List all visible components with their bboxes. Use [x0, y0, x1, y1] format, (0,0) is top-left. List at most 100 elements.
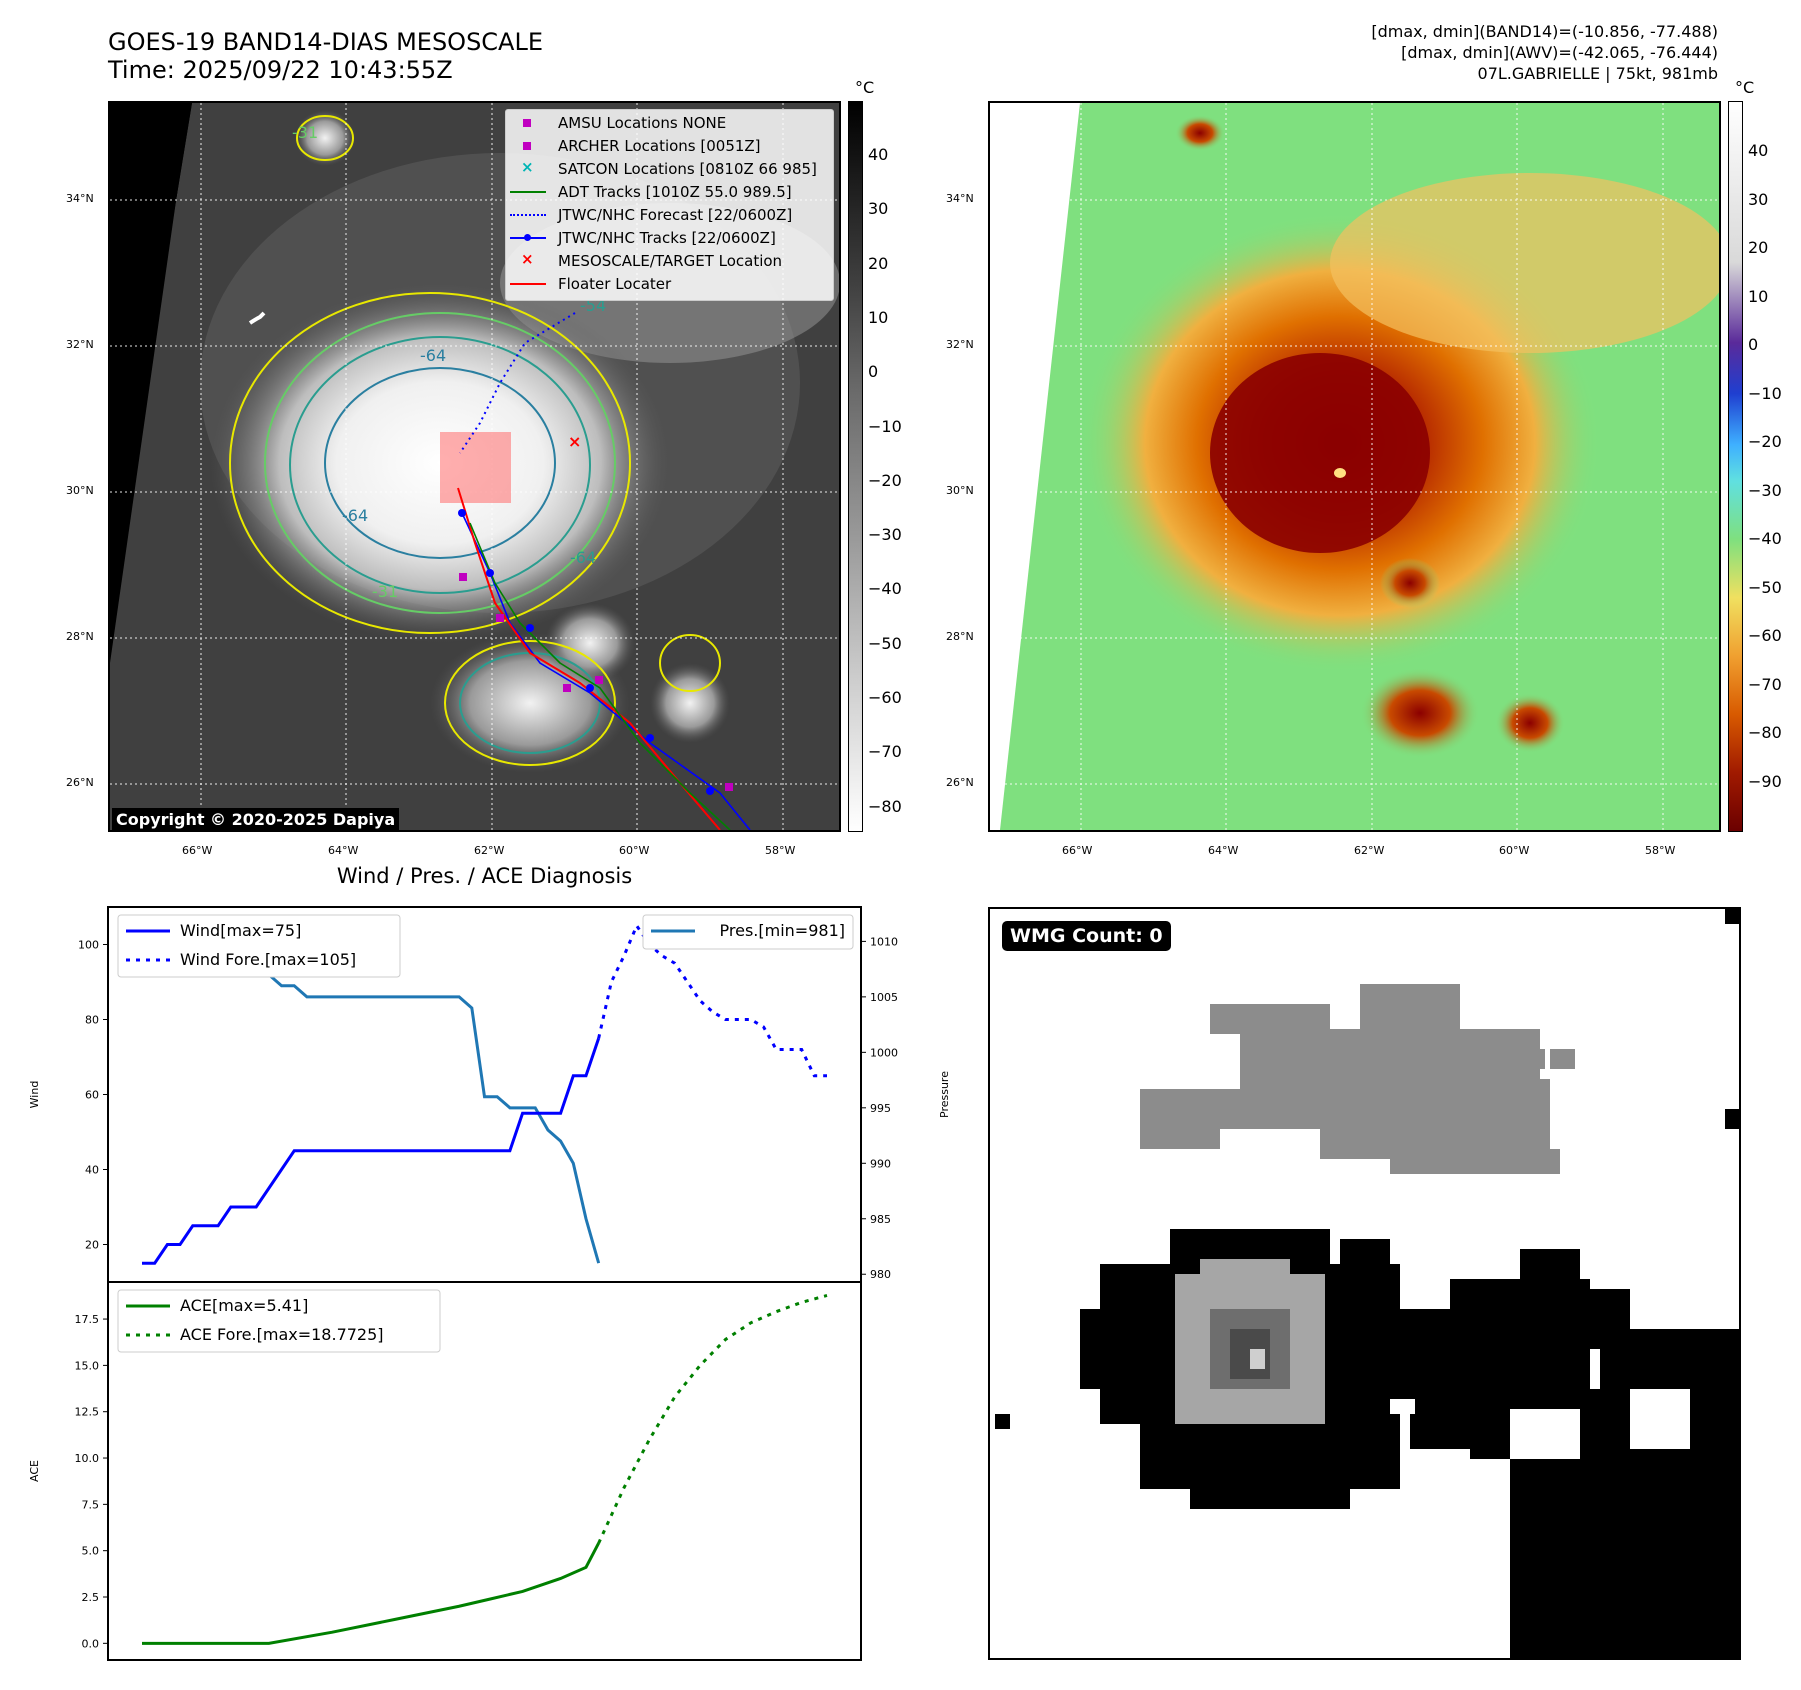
contour-label: -31	[372, 582, 398, 601]
wv-colorbar-tick: 30	[1748, 189, 1769, 209]
best-track	[461, 512, 751, 830]
ace-line	[142, 1542, 600, 1645]
lon-label: 66°W	[1062, 844, 1093, 857]
ace-frame	[107, 1281, 862, 1661]
wv-colorbar-tick: −10	[1748, 383, 1782, 403]
diagnosis-chart: 20 40 60 80 100 980 985 990 995 1000 1005 1010 Wind P…	[28, 906, 951, 1661]
wv-colorbar	[1728, 101, 1743, 832]
lon-label: 58°W	[765, 844, 796, 857]
map-legend: AMSU Locations NONE ARCHER Locations [00…	[505, 109, 834, 301]
ace-y-tick-label: 2.5	[82, 1591, 100, 1604]
ace-y-tick-label: 12.5	[75, 1406, 100, 1419]
lat-label: 30°N	[946, 484, 974, 497]
ir-colorbar-tick: 40	[868, 145, 889, 164]
wv-colorbar-tick: −40	[1748, 529, 1782, 548]
lat-label: 26°N	[66, 776, 94, 789]
wind-legend-label: Wind[max=75]	[180, 921, 301, 940]
ace-axis-label: ACE	[28, 1460, 41, 1482]
lon-label: 66°W	[182, 844, 213, 857]
wmg-grid	[995, 909, 1739, 1658]
wind-axis-label: Wind	[28, 1081, 41, 1109]
wv-map-canvas	[990, 103, 1719, 830]
ir-colorbar-tick: −70	[868, 742, 902, 762]
wv-colorbar-tick: 40	[1748, 141, 1769, 160]
band14-range: [dmax, dmin](BAND14)=(-10.856, -77.488)	[1371, 22, 1718, 41]
ir-colorbar-tick: −30	[868, 525, 902, 545]
figure-timestamp: Time: 2025/09/22 10:43:55Z	[108, 56, 453, 84]
wmg-count-badge: WMG Count: 0	[1002, 921, 1171, 951]
ir-colorbar-tick: 0	[868, 362, 879, 382]
ir-colorbar-tick: −50	[868, 633, 902, 653]
wind-y-tick-label: 80	[85, 1014, 99, 1027]
forecast-track	[459, 312, 576, 454]
lon-label: 58°W	[1645, 844, 1676, 857]
pressure-legend-label: Pres.[min=981]	[720, 921, 845, 940]
pressure-y-tick-label: 985	[870, 1213, 891, 1226]
ir-colorbar-tick: 10	[868, 307, 889, 327]
ir-colorbar-tick: −10	[868, 416, 902, 436]
x-marker-icon: ×	[521, 158, 534, 176]
lat-label: 34°N	[66, 192, 94, 205]
wind-y-tick-label: 40	[85, 1164, 99, 1177]
contour-label: -64	[342, 506, 368, 525]
line-icon	[510, 283, 546, 285]
ace-y-tick-label: 0.0	[82, 1637, 100, 1650]
wv-colorbar-tick: −50	[1748, 577, 1782, 597]
ace-forecast-legend-label: ACE Fore.[max=18.7725]	[180, 1325, 384, 1344]
wind-y-tick-label: 20	[85, 1239, 99, 1252]
storm-info: 07L.GABRIELLE | 75kt, 981mb	[1477, 64, 1718, 83]
wind-forecast-legend-label: Wind Fore.[max=105]	[180, 950, 356, 969]
wv-map-gridlines	[990, 103, 1719, 830]
ace-legend-label: ACE[max=5.41]	[180, 1296, 308, 1315]
pressure-legend	[642, 914, 854, 950]
pressure-y-tick-label: 995	[870, 1102, 891, 1115]
ace-legend	[117, 1289, 441, 1353]
ace-y-tick-label: 7.5	[82, 1498, 100, 1511]
awv-range: [dmax, dmin](AWV)=(-42.065, -76.444)	[1401, 43, 1718, 62]
ir-colorbar-tick: −80	[868, 796, 902, 816]
lon-label: 62°W	[1354, 844, 1385, 857]
ir-colorbar-tick: 30	[868, 199, 889, 219]
floater-locater-box	[440, 432, 511, 503]
pressure-y-tick-label: 990	[870, 1157, 891, 1170]
lon-label: 60°W	[1499, 844, 1530, 857]
best-track-points	[458, 509, 714, 795]
square-icon	[523, 142, 531, 150]
ace-y-tick-label: 15.0	[75, 1359, 100, 1372]
ir-colorbar-tick: −60	[868, 688, 902, 707]
ir-map-gridlines	[110, 103, 839, 830]
x-marker-icon: ×	[521, 250, 534, 268]
ace-forecast-line	[597, 1294, 828, 1544]
ir-colorbar-unit: °C	[855, 78, 875, 97]
square-icon	[523, 119, 531, 127]
ace-y-tick-label: 17.5	[75, 1313, 100, 1326]
wv-colorbar-tick: −70	[1748, 674, 1782, 694]
ir-colorbar-tick: 20	[868, 253, 889, 273]
ir-colorbar-tick: −20	[868, 470, 902, 490]
wv-colorbar-tick: 0	[1748, 335, 1759, 354]
wind-y-tick-label: 60	[85, 1089, 99, 1102]
pressure-axis-label: Pressure	[938, 1071, 951, 1118]
wv-colorbar-tick: 20	[1748, 238, 1769, 257]
floater-track	[457, 487, 721, 830]
lat-label: 32°N	[66, 338, 94, 351]
wv-map-panel	[988, 101, 1721, 832]
contour-label: -31	[292, 123, 318, 142]
lat-label: 34°N	[946, 192, 974, 205]
wmg-panel: WMG Count: 0	[988, 907, 1741, 1660]
lat-label: 28°N	[946, 630, 974, 643]
lon-label: 64°W	[1208, 844, 1239, 857]
pressure-y-tick-label: 1000	[870, 1046, 898, 1059]
target-x-marker: ×	[568, 432, 581, 451]
ace-y-tick-label: 10.0	[75, 1452, 100, 1465]
ir-colorbar	[848, 101, 863, 832]
lon-label: 60°W	[619, 844, 650, 857]
pressure-y-tick-label: 980	[870, 1268, 891, 1281]
ir-map-panel: × -64 -64 -64 -54 -31 -31 AMSU Locations…	[108, 101, 841, 832]
lat-label: 28°N	[66, 630, 94, 643]
lat-label: 32°N	[946, 338, 974, 351]
lat-label: 26°N	[946, 776, 974, 789]
pressure-y-tick-label: 1010	[870, 935, 898, 948]
wind-legend	[117, 914, 401, 978]
wv-colorbar-tick: −60	[1748, 626, 1782, 645]
